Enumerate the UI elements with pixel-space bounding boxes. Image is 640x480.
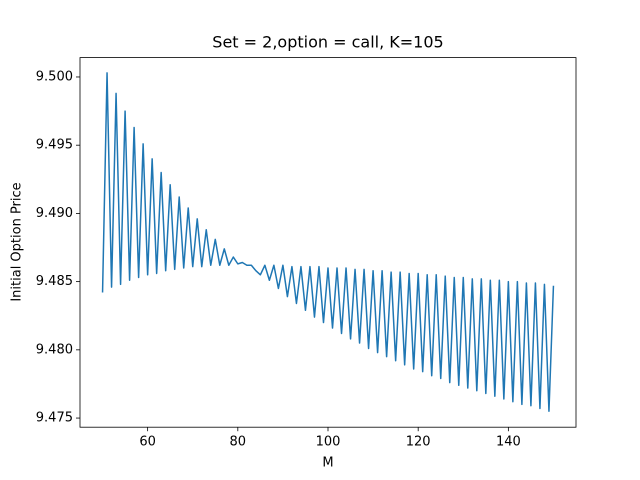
price-line: [101, 72, 555, 412]
chart-title: Set = 2,option = call, K=105: [212, 33, 443, 52]
y-tick-label: 9.490: [36, 206, 73, 221]
y-tick-label: 9.480: [36, 342, 73, 357]
y-tick-label: 9.475: [36, 411, 73, 426]
x-tick-label: 100: [316, 435, 341, 450]
x-tick-label: 120: [406, 435, 431, 450]
x-tick-label: 80: [230, 435, 247, 450]
y-tick-label: 9.500: [36, 69, 73, 84]
y-tick-label: 9.485: [36, 274, 73, 289]
y-axis-label: Initial Option Price: [10, 182, 25, 301]
x-tick-label: 60: [139, 435, 156, 450]
x-tick-label: 140: [496, 435, 521, 450]
x-axis-label: M: [322, 456, 333, 471]
plot-frame: [79, 57, 577, 428]
y-tick-label: 9.495: [36, 138, 73, 153]
